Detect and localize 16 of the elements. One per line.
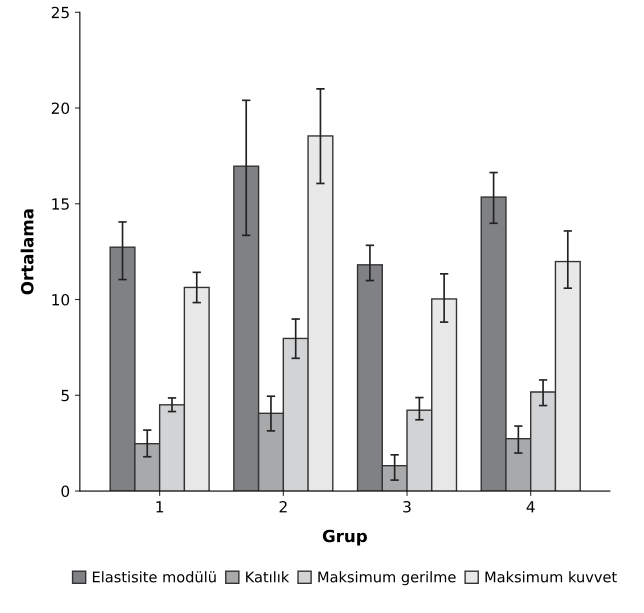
x-tick-label: 2 xyxy=(280,501,287,512)
y-tick-label: 25 xyxy=(52,6,69,18)
y-tick-label: 0 xyxy=(61,485,70,498)
y-tick-label: 5 xyxy=(62,390,69,402)
y-tick-label: 20 xyxy=(52,102,70,114)
y-tick-label: 10 xyxy=(52,294,70,306)
legend-label: Maksimum gerilme xyxy=(318,571,456,586)
x-tick-label: 4 xyxy=(526,501,535,512)
legend-label: Elastisite modülü xyxy=(92,571,216,582)
x-tick-label: 3 xyxy=(403,501,411,513)
x-tick-label: 1 xyxy=(156,501,164,512)
legend-label: Maksimum kuvvet xyxy=(486,571,617,582)
y-tick-label: 15 xyxy=(52,198,69,210)
legend-label: Katılık xyxy=(246,571,290,582)
y-axis-title: Ortalama xyxy=(20,209,34,294)
x-axis-title: Grup xyxy=(322,530,367,546)
